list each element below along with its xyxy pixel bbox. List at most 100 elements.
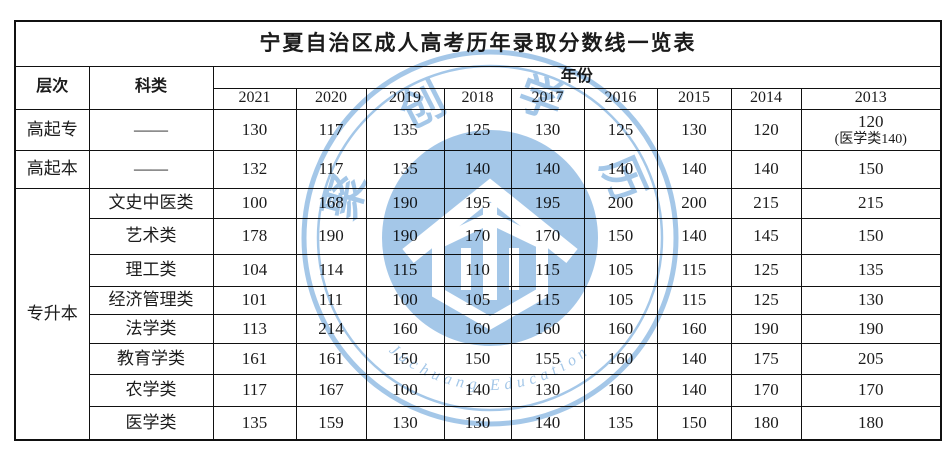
- year-header: 2017: [510, 87, 585, 110]
- year-header: 2018: [443, 87, 512, 110]
- score-cell: 135: [800, 253, 942, 287]
- score-cell: 130: [800, 285, 942, 315]
- header-row-group: 层次 科类 年份: [14, 65, 942, 110]
- score-cell: 160: [583, 373, 658, 407]
- score-cell: 150: [443, 342, 512, 375]
- score-cell: 180: [800, 405, 942, 441]
- score-cell: 140: [656, 217, 732, 255]
- score-cell: 160: [583, 313, 658, 344]
- score-cell: 140: [656, 149, 732, 189]
- table-row: 医学类 135 159 130 130 140 135 150 180 180: [15, 405, 942, 441]
- score-cell: 115: [365, 253, 445, 287]
- score-cell: 105: [583, 285, 658, 315]
- score-cell: 215: [800, 187, 942, 219]
- table-row: 教育学类 161 161 150 150 155 160 140 175 205: [15, 342, 942, 375]
- score-cell: 195: [510, 187, 585, 219]
- score-cell: 160: [510, 313, 585, 344]
- score-cell: 140: [510, 405, 585, 441]
- table-row: 理工类 104 114 115 110 115 105 115 125 135: [15, 253, 942, 287]
- column-header-level: 层次: [14, 65, 90, 110]
- score-cell: 125: [583, 108, 658, 151]
- score-cell: 130: [443, 405, 512, 441]
- score-cell: 214: [295, 313, 367, 344]
- score-cell: 105: [583, 253, 658, 287]
- score-cell: 110: [443, 253, 512, 287]
- category-cell: 教育学类: [88, 342, 214, 375]
- score-cell: 140: [730, 149, 802, 189]
- score-cell: 170: [730, 373, 802, 407]
- score-cell: 100: [365, 285, 445, 315]
- category-cell: ——: [88, 149, 214, 189]
- year-header: 2020: [295, 87, 367, 110]
- score-cell: 115: [656, 285, 732, 315]
- table-row: 经济管理类 101 111 100 105 115 105 115 125 13…: [15, 285, 942, 315]
- score-cell: 160: [365, 313, 445, 344]
- score-cell: 113: [212, 313, 297, 344]
- score-cell: 117: [212, 373, 297, 407]
- category-cell: 文史中医类: [88, 187, 214, 219]
- score-cell: 190: [730, 313, 802, 344]
- score-cell: 150: [656, 405, 732, 441]
- score-cell: 101: [212, 285, 297, 315]
- page-title: 宁夏自治区成人高考历年录取分数线一览表: [14, 20, 942, 67]
- score-cell: 100: [212, 187, 297, 219]
- year-header: 2016: [583, 87, 658, 110]
- score-cell: 190: [365, 217, 445, 255]
- score-cell: 111: [295, 285, 367, 315]
- score-cell: 145: [730, 217, 802, 255]
- level-cell: 高起本: [14, 149, 90, 189]
- category-cell: 艺术类: [88, 217, 214, 255]
- score-cell: 130: [656, 108, 732, 151]
- score-cell: 135: [583, 405, 658, 441]
- score-cell: 159: [295, 405, 367, 441]
- score-cell: 180: [730, 405, 802, 441]
- score-cell: 155: [510, 342, 585, 375]
- score-main: 120: [858, 112, 884, 132]
- table-row: 专升本 文史中医类 100 168 190 195 195 200 200 21…: [14, 187, 942, 441]
- score-cell: 161: [295, 342, 367, 375]
- score-cell: 115: [510, 285, 585, 315]
- year-header: 2013: [800, 87, 942, 110]
- score-cell: 130: [212, 108, 297, 151]
- score-cell: 175: [730, 342, 802, 375]
- score-note: (医学类140): [834, 131, 907, 147]
- year-header: 2021: [212, 87, 297, 110]
- score-cell: 100: [365, 373, 445, 407]
- title-row: 宁夏自治区成人高考历年录取分数线一览表: [14, 20, 942, 67]
- score-cell: 170: [800, 373, 942, 407]
- score-cell: 114: [295, 253, 367, 287]
- score-cell: 200: [656, 187, 732, 219]
- category-cell: 医学类: [88, 405, 214, 441]
- score-cell: 115: [510, 253, 585, 287]
- score-cell: 190: [800, 313, 942, 344]
- score-cell: 125: [443, 108, 512, 151]
- score-cell: 195: [443, 187, 512, 219]
- score-cell: 104: [212, 253, 297, 287]
- score-cell: 130: [510, 108, 585, 151]
- table-row: 艺术类 178 190 190 170 170 150 140 145 150: [15, 217, 942, 255]
- score-cell: 168: [295, 187, 367, 219]
- score-cell: 120 (医学类140): [800, 108, 942, 151]
- category-cell: 理工类: [88, 253, 214, 287]
- score-cell: 160: [656, 313, 732, 344]
- score-cell: 150: [583, 217, 658, 255]
- score-cell: 150: [365, 342, 445, 375]
- score-cell: 140: [510, 149, 585, 189]
- score-cell: 140: [443, 149, 512, 189]
- score-table: 宁夏自治区成人高考历年录取分数线一览表 层次 科类 年份 2021 2020 2…: [14, 20, 943, 441]
- score-cell: 117: [295, 108, 367, 151]
- level-cell: 高起专: [14, 108, 90, 151]
- score-cell: 140: [656, 373, 732, 407]
- score-cell: 135: [365, 149, 445, 189]
- score-cell: 105: [443, 285, 512, 315]
- score-cell: 178: [212, 217, 297, 255]
- score-cell: 125: [730, 253, 802, 287]
- score-cell: 125: [730, 285, 802, 315]
- table-row: 高起本 —— 132 117 135 140 140 140 140 140 1…: [14, 149, 942, 189]
- score-cell: 115: [656, 253, 732, 287]
- score-cell: 135: [212, 405, 297, 441]
- score-cell: 205: [800, 342, 942, 375]
- score-cell: 167: [295, 373, 367, 407]
- score-cell: 190: [295, 217, 367, 255]
- score-cell: 150: [800, 217, 942, 255]
